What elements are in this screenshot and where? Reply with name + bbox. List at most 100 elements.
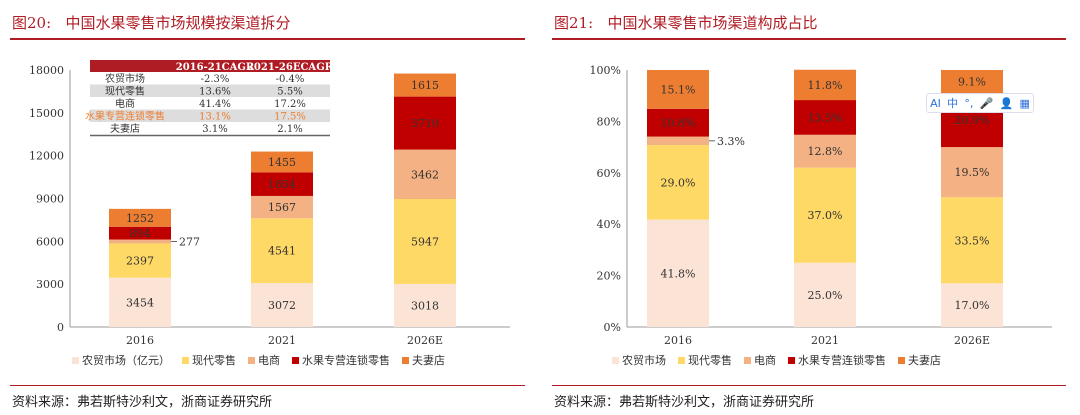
legend-swatch bbox=[292, 357, 299, 364]
bar-segment bbox=[394, 149, 456, 199]
legend-label: 夫妻店 bbox=[412, 353, 445, 367]
data-label: 12.8% bbox=[808, 145, 843, 158]
bar-segment bbox=[647, 108, 709, 137]
input-toolbar[interactable]: AI 中 °, 🎤 👤 ▦ bbox=[926, 93, 1034, 113]
bar-segment bbox=[251, 283, 313, 327]
punctuation-icon[interactable]: °, bbox=[964, 96, 974, 110]
data-label: 1455 bbox=[268, 156, 296, 169]
legend-label: 夫妻店 bbox=[908, 353, 941, 367]
table-cell: 电商 bbox=[115, 97, 135, 110]
data-label: 1654 bbox=[268, 178, 296, 191]
x-tick-label: 2026E bbox=[407, 334, 443, 347]
channel-share-chart: 0% 20% 40% 60% 80% 100% 41.8% 29.0% 3.3% 10.8% 15.… bbox=[590, 64, 1052, 367]
bar-segment bbox=[109, 277, 171, 327]
x-tick-label: 2026E bbox=[954, 334, 990, 347]
y-tick-label: 9000 bbox=[36, 193, 64, 206]
data-label: 5947 bbox=[411, 235, 439, 248]
chinese-input-icon[interactable]: 中 bbox=[947, 97, 959, 110]
data-label: 41.8% bbox=[661, 267, 696, 280]
y-tick-label: 15000 bbox=[29, 107, 64, 120]
divider bbox=[10, 38, 525, 40]
data-label: 25.0% bbox=[808, 289, 843, 302]
legend-swatch bbox=[612, 357, 619, 364]
source-note: 资料来源：弗若斯特沙利文，浙商证券研究所 bbox=[12, 395, 273, 410]
data-label: 20.9% bbox=[955, 114, 990, 127]
legend-label: 水果专营连锁零售 bbox=[302, 353, 390, 367]
bar-segment bbox=[109, 239, 171, 244]
divider bbox=[552, 38, 1066, 40]
data-label: 1567 bbox=[268, 201, 296, 214]
divider bbox=[552, 385, 1066, 386]
y-tick-label: 6000 bbox=[36, 235, 64, 248]
table-cell: 水果专营连锁零售 bbox=[85, 110, 165, 123]
table-cell: 农贸市场 bbox=[105, 72, 145, 85]
table-cell: -0.4% bbox=[276, 74, 305, 85]
bar-segment bbox=[794, 262, 856, 327]
table-cell: 13.6% bbox=[199, 87, 231, 98]
legend-swatch bbox=[744, 357, 751, 364]
bar-segment bbox=[394, 283, 456, 327]
table-cell: 17.2% bbox=[274, 99, 306, 110]
data-label: 3.3% bbox=[717, 135, 745, 148]
table-header: 2021-26ECAGR bbox=[247, 62, 334, 73]
table-cell: 夫妻店 bbox=[110, 122, 140, 135]
microphone-icon[interactable]: 🎤 bbox=[979, 96, 994, 110]
data-label: 29.0% bbox=[661, 176, 696, 189]
user-icon[interactable]: 👤 bbox=[999, 96, 1014, 110]
y-tick-label: 60% bbox=[597, 167, 621, 180]
left-panel: 图20: 中国水果零售市场规模按渠道拆分 0 3000 6000 9000 12000 1… bbox=[0, 0, 525, 415]
x-tick-label: 2016 bbox=[126, 334, 154, 347]
data-label: 10.8% bbox=[661, 117, 696, 130]
y-tick-label: 80% bbox=[597, 115, 621, 128]
legend-label: 现代零售 bbox=[192, 353, 236, 367]
legend-label: 现代零售 bbox=[688, 353, 732, 367]
market-size-chart: 0 3000 6000 9000 12000 15000 18000 3454 2397 277 8… bbox=[29, 60, 510, 367]
figure-title: 图21: 中国水果零售市场渠道构成占比 bbox=[554, 14, 818, 32]
table-cell: 3.1% bbox=[202, 124, 227, 135]
table-cell: 41.4% bbox=[199, 99, 231, 110]
bar-segment bbox=[647, 70, 709, 109]
table-header: 2016-21CAGR bbox=[176, 62, 255, 73]
bar-segment bbox=[941, 283, 1003, 327]
bar-segment bbox=[394, 198, 456, 284]
y-tick-label: 100% bbox=[590, 64, 621, 77]
table-header-bg bbox=[90, 60, 330, 72]
legend-swatch bbox=[182, 357, 189, 364]
data-label: 11.8% bbox=[808, 79, 843, 92]
data-label: 894 bbox=[130, 227, 151, 240]
y-tick-label: 20% bbox=[597, 270, 621, 283]
ai-icon[interactable]: AI bbox=[930, 96, 941, 110]
data-label: 37.0% bbox=[808, 209, 843, 222]
bar-segment bbox=[794, 100, 856, 135]
data-label: 13.5% bbox=[808, 111, 843, 124]
data-label: 15.1% bbox=[661, 83, 696, 96]
data-label: 277 bbox=[179, 235, 200, 248]
apps-icon[interactable]: ▦ bbox=[1019, 96, 1030, 110]
bar-segment bbox=[109, 208, 171, 227]
data-label: 17.0% bbox=[955, 299, 990, 312]
legend-label: 电商 bbox=[258, 353, 280, 367]
legend-swatch bbox=[678, 357, 685, 364]
legend-swatch bbox=[898, 357, 905, 364]
table-row-bg bbox=[90, 109, 330, 122]
data-label: 1615 bbox=[411, 79, 439, 92]
y-tick-label: 18000 bbox=[29, 64, 64, 77]
right-panel: 图21: 中国水果零售市场渠道构成占比 0% 20% 40% 60% 80% 100% 41… bbox=[542, 0, 1080, 415]
legend-label: 电商 bbox=[754, 353, 776, 367]
figure-title: 图20: 中国水果零售市场规模按渠道拆分 bbox=[12, 14, 291, 32]
bar-segment bbox=[941, 197, 1003, 284]
table-cell: 2.1% bbox=[277, 124, 302, 135]
table-cell: 17.5% bbox=[274, 112, 306, 123]
data-label: 33.5% bbox=[955, 234, 990, 247]
bar-segment bbox=[251, 218, 313, 284]
legend-swatch bbox=[788, 357, 795, 364]
table-cell: 现代零售 bbox=[105, 85, 145, 98]
data-label: 3454 bbox=[126, 296, 154, 309]
bar-segment bbox=[647, 136, 709, 146]
bar-segment bbox=[394, 73, 456, 97]
bar-segment bbox=[941, 147, 1003, 198]
data-label: 2397 bbox=[126, 255, 154, 268]
data-label: 3072 bbox=[268, 299, 296, 312]
bar-segment bbox=[794, 134, 856, 168]
legend-swatch bbox=[248, 357, 255, 364]
